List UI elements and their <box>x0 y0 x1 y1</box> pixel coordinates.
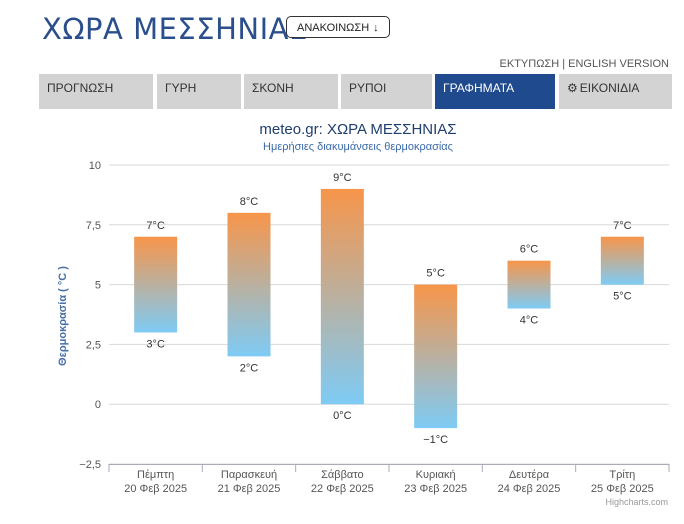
y-tick-label: 5 <box>95 280 101 292</box>
high-temp-label: 9°C <box>333 172 352 184</box>
tab-pollutants[interactable]: ΡΥΠΟΙ <box>341 74 432 109</box>
tab-icons[interactable]: ⚙ ΕΙΚΟΝΙΔΙΑ <box>559 74 672 109</box>
chart-title: meteo.gr: ΧΩΡΑ ΜΕΣΣΗΝΙΑΣ <box>259 121 456 138</box>
arrow-down-icon: ↓ <box>373 22 379 34</box>
y-axis-title: Θερμοκρασία ( °C ) <box>57 266 69 366</box>
x-date-label: 23 Φεβ 2025 <box>404 483 467 495</box>
high-temp-label: 7°C <box>146 220 165 232</box>
gear-icon: ⚙ <box>567 81 578 95</box>
temperature-bar <box>414 284 458 429</box>
x-category-label: Δευτέρα <box>509 469 550 481</box>
y-tick-label: 2,5 <box>86 339 101 351</box>
chart-credits: Highcharts.com <box>605 497 668 507</box>
low-temp-label: 4°C <box>520 315 539 327</box>
y-tick-label: −2,5 <box>79 459 101 471</box>
x-date-label: 21 Φεβ 2025 <box>218 483 281 495</box>
high-temp-label: 5°C <box>426 268 445 280</box>
temperature-bar <box>320 188 364 405</box>
announcement-label: ΑΝΑΚΟΙΝΩΣΗ <box>297 22 370 34</box>
low-temp-label: 5°C <box>613 291 632 303</box>
tab-label: ΠΡΟΓΝΩΣΗ <box>47 81 114 95</box>
english-version-link[interactable]: ENGLISH VERSION <box>568 58 669 70</box>
tab-charts[interactable]: ΓΡΑΦΗΜΑΤΑ <box>435 74 555 109</box>
tab-label: ΓΥΡΗ <box>165 81 197 95</box>
chart-subtitle: Ημερήσιες διακυμάνσεις θερμοκρασίας <box>263 141 453 153</box>
tab-label: ΣΚΟΝΗ <box>252 81 294 95</box>
low-temp-label: 2°C <box>240 362 259 374</box>
link-separator: | <box>559 58 569 70</box>
high-temp-label: 8°C <box>240 196 259 208</box>
page-title: ΧΩΡΑ ΜΕΣΣΗΝΙΑΣ <box>42 12 308 46</box>
x-category-label: Σάββατο <box>321 469 363 481</box>
y-tick-label: 0 <box>95 399 101 411</box>
low-temp-label: 0°C <box>333 410 352 422</box>
x-date-label: 25 Φεβ 2025 <box>591 483 654 495</box>
tab-dust[interactable]: ΣΚΟΝΗ <box>244 74 338 109</box>
temperature-bar <box>134 236 178 333</box>
y-tick-label: 10 <box>89 160 101 172</box>
top-links: ΕΚΤΥΠΩΣΗ | ENGLISH VERSION <box>500 58 669 70</box>
tab-pollen[interactable]: ΓΥΡΗ <box>157 74 241 109</box>
tab-label: ΓΡΑΦΗΜΑΤΑ <box>443 81 515 95</box>
low-temp-label: −1°C <box>423 434 448 446</box>
x-date-label: 22 Φεβ 2025 <box>311 483 374 495</box>
print-link[interactable]: ΕΚΤΥΠΩΣΗ <box>499 58 560 70</box>
temperature-bar <box>227 212 271 357</box>
tab-label: ΡΥΠΟΙ <box>349 81 387 95</box>
temperature-bar <box>600 236 644 285</box>
high-temp-label: 7°C <box>613 220 632 232</box>
x-category-label: Πέμπτη <box>137 469 174 481</box>
x-category-label: Κυριακή <box>416 469 456 481</box>
x-date-label: 24 Φεβ 2025 <box>498 483 561 495</box>
tab-forecast[interactable]: ΠΡΟΓΝΩΣΗ <box>39 74 153 109</box>
x-date-label: 20 Φεβ 2025 <box>124 483 187 495</box>
low-temp-label: 3°C <box>146 338 165 350</box>
x-category-label: Τρίτη <box>609 469 635 481</box>
y-tick-label: 7,5 <box>86 220 101 232</box>
tab-label: ΕΙΚΟΝΙΔΙΑ <box>579 81 640 95</box>
x-category-label: Παρασκευή <box>221 469 277 481</box>
announcement-button[interactable]: ΑΝΑΚΟΙΝΩΣΗ ↓ <box>286 16 390 38</box>
temperature-bar <box>507 260 551 309</box>
high-temp-label: 6°C <box>520 244 539 256</box>
